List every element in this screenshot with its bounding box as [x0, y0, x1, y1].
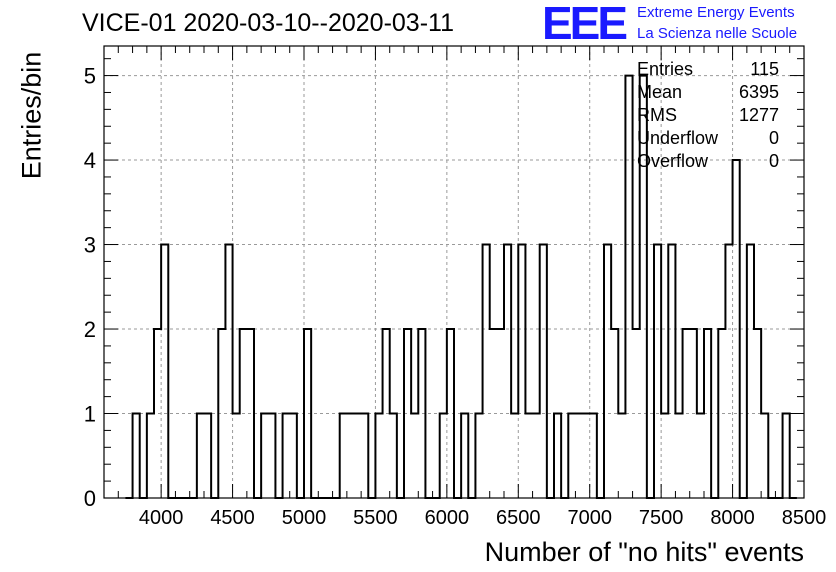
- eee-logo: EEE: [542, 0, 628, 49]
- stats-row: Overflow 0: [637, 150, 779, 173]
- stats-label: Entries: [637, 59, 694, 79]
- histogram-bin: [518, 245, 525, 498]
- stats-label: Mean: [637, 82, 683, 102]
- histogram-bin: [204, 414, 211, 498]
- y-tick-label: 3: [84, 233, 96, 258]
- logo-line-1: Extreme Energy Events: [637, 4, 795, 21]
- histogram-bin: [661, 414, 668, 498]
- histogram-bin: [625, 76, 632, 498]
- histogram-bin: [618, 414, 625, 498]
- histogram-bin: [483, 245, 490, 498]
- histogram-bin: [697, 414, 704, 498]
- y-tick-label: 4: [84, 148, 96, 173]
- stats-label: RMS: [637, 105, 677, 125]
- y-tick-label: 5: [84, 64, 96, 89]
- x-tick-label: 5000: [282, 507, 327, 529]
- histogram-bin: [511, 414, 518, 498]
- stats-value: 115: [750, 59, 779, 79]
- histogram-bin: [583, 414, 590, 498]
- histogram-bin: [225, 245, 232, 498]
- axes: 4000 4500 5000 5500 6000 6500 7000 7500 8000 8500…: [84, 45, 827, 529]
- histogram-bin: [361, 414, 368, 498]
- histogram-bin: [604, 245, 611, 498]
- histogram-bin: [268, 414, 275, 498]
- x-tick-label: 6500: [496, 507, 541, 529]
- histogram-bin: [283, 414, 290, 498]
- histogram-title: VICE-01 2020-03-10--2020-03-11: [82, 9, 454, 37]
- histogram-bin: [475, 414, 482, 498]
- stats-label: Overflow: [637, 151, 709, 171]
- stats-value: 6395: [738, 82, 779, 102]
- stats-row: RMS 1277: [637, 104, 779, 127]
- histogram-bin: [440, 414, 447, 498]
- histogram-bin: [554, 414, 561, 498]
- x-tick-label: 7000: [567, 507, 612, 529]
- histogram-bin: [147, 414, 154, 498]
- histogram-bin: [575, 414, 582, 498]
- histogram-bin: [654, 245, 661, 498]
- histogram-bin: [540, 245, 547, 498]
- y-tick-label: 0: [84, 486, 96, 511]
- y-tick-label: 2: [84, 317, 96, 342]
- stats-row: Underflow 0: [637, 127, 779, 150]
- x-tick-label: 4500: [210, 507, 255, 529]
- histogram-bin: [197, 414, 204, 498]
- stats-box: Entries 115 Mean 6395 RMS 1277 Underflow 0 Overf…: [637, 58, 779, 173]
- stats-value: 0: [768, 128, 779, 148]
- histogram-bin: [761, 414, 768, 498]
- histogram-bin: [525, 414, 532, 498]
- x-axis-label: Number of "no hits" events: [484, 537, 804, 567]
- x-tick-label: 4000: [139, 507, 184, 529]
- stats-value: 1277: [738, 105, 779, 125]
- stats-row: Mean 6395: [637, 81, 779, 104]
- histogram-bin: [668, 245, 675, 498]
- x-tick-label: 6000: [425, 507, 470, 529]
- histogram-bin: [261, 414, 268, 498]
- histogram-bin: [161, 245, 168, 498]
- histogram-bin: [354, 414, 361, 498]
- logo-line-2: La Scienza nelle Scuole: [637, 25, 798, 42]
- histogram-bin: [461, 414, 468, 498]
- x-tick-label: 7500: [639, 507, 684, 529]
- x-tick-label: 5500: [353, 507, 398, 529]
- histogram-bin: [347, 414, 354, 498]
- x-tick-label: 8000: [710, 507, 755, 529]
- histogram-bin: [504, 245, 511, 498]
- histogram-bin: [675, 414, 682, 498]
- histogram-bin: [411, 414, 418, 498]
- plot-frame: [103, 45, 805, 499]
- histogram-bin: [133, 414, 140, 498]
- stats-value: 0: [768, 151, 779, 171]
- histogram-bin: [533, 414, 540, 498]
- histogram-bin: [233, 414, 240, 498]
- histogram-bin: [568, 414, 575, 498]
- x-tick-label: 8500: [782, 507, 827, 529]
- histogram-bin: [290, 414, 297, 498]
- histogram-bin: [375, 414, 382, 498]
- y-tick-label: 1: [84, 402, 96, 427]
- histogram-bin: [747, 245, 754, 498]
- stats-row: Entries 115: [637, 58, 779, 81]
- histogram-bin: [340, 414, 347, 498]
- histogram-bin: [783, 414, 790, 498]
- y-axis-label: Entries/bin: [16, 51, 47, 180]
- histogram-bin: [590, 414, 597, 498]
- histogram-bin: [725, 245, 732, 498]
- histogram-bin: [390, 414, 397, 498]
- stats-label: Underflow: [637, 128, 719, 148]
